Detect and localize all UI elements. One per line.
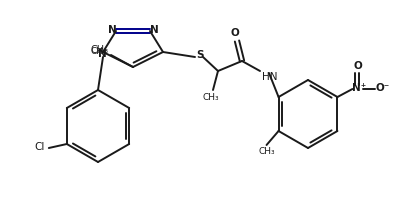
Text: O⁻: O⁻ [375, 83, 390, 93]
Text: CH₃: CH₃ [91, 45, 109, 55]
Text: CH₃: CH₃ [90, 46, 107, 55]
Text: O: O [231, 28, 239, 38]
Text: HN: HN [262, 72, 278, 82]
Text: Cl: Cl [35, 142, 45, 152]
Text: N: N [150, 25, 158, 35]
Text: CH₃: CH₃ [258, 148, 275, 157]
Text: O: O [353, 61, 362, 71]
Text: S: S [196, 50, 204, 60]
Text: N: N [98, 49, 106, 59]
Text: N⁺: N⁺ [352, 83, 366, 93]
Text: N: N [108, 25, 116, 35]
Text: CH₃: CH₃ [203, 92, 219, 101]
